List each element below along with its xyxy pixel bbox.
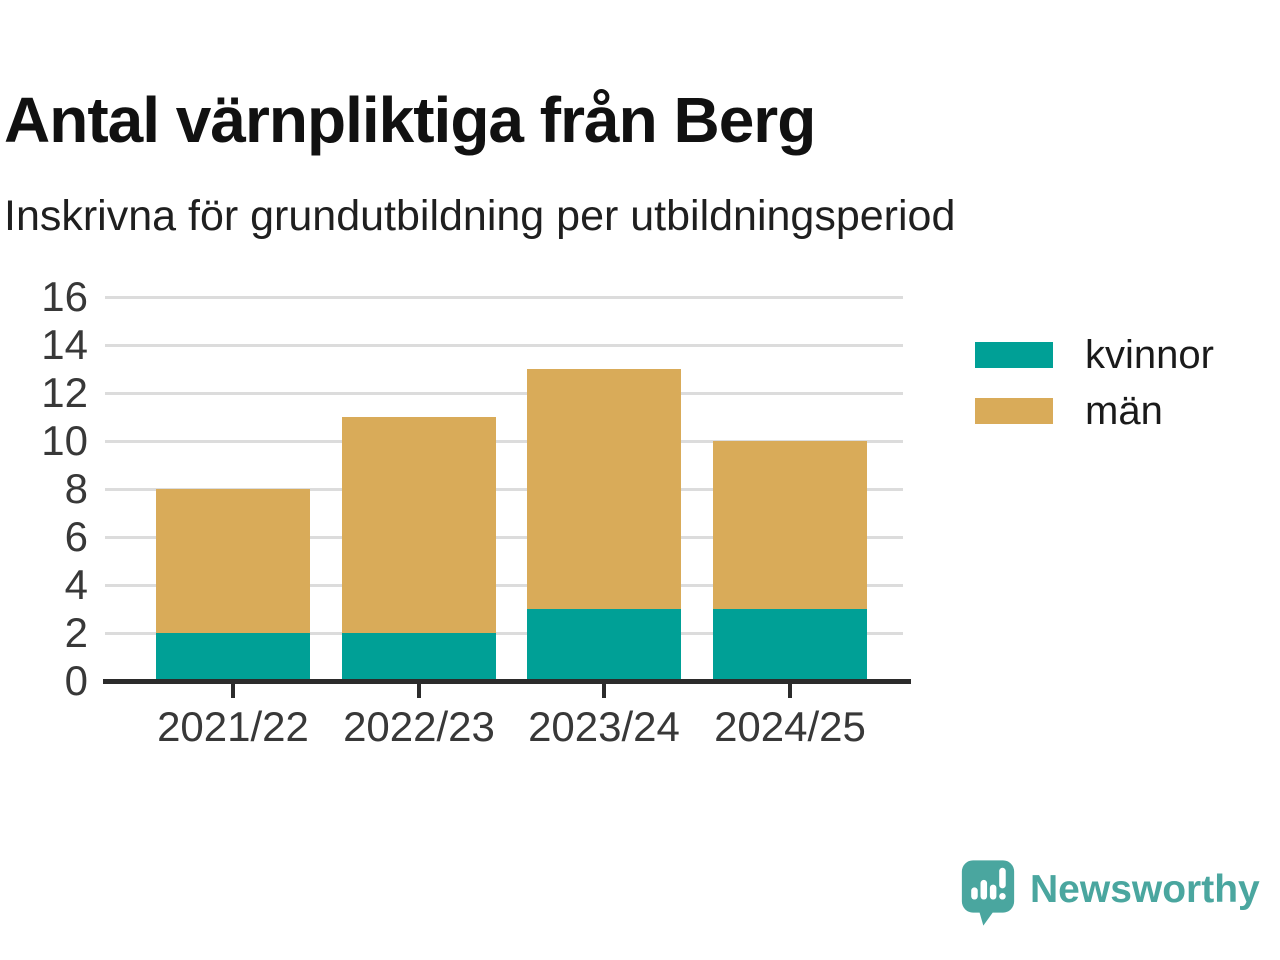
x-axis-label-2021/22: 2021/22 — [157, 703, 309, 750]
bar-segment-män-2024/25 — [713, 441, 867, 609]
bar-segment-kvinnor-2022/23 — [342, 633, 496, 681]
gridline-y16 — [105, 296, 903, 299]
legend-swatch-kvinnor — [975, 342, 1053, 368]
gridline-y14 — [105, 344, 903, 347]
gridline-y10 — [105, 440, 903, 443]
x-axis-tick-2022/23 — [417, 684, 421, 698]
gridline-y12 — [105, 392, 903, 395]
bar-segment-kvinnor-2023/24 — [527, 609, 681, 681]
chart-title: Antal värnpliktiga från Berg — [4, 83, 816, 156]
x-axis-tick-2023/24 — [602, 684, 606, 698]
y-axis-label-12: 12 — [41, 369, 88, 416]
legend-item-kvinnor: kvinnor — [975, 333, 1214, 377]
gridline-y2 — [105, 632, 903, 635]
y-axis-label-16: 16 — [41, 273, 88, 320]
bar-segment-män-2022/23 — [342, 417, 496, 633]
y-axis-label-0: 0 — [64, 657, 88, 704]
legend-swatch-man — [975, 398, 1053, 424]
y-axis-label-6: 6 — [64, 513, 88, 560]
legend-label-man: män — [1085, 388, 1163, 433]
bar-segment-män-2023/24 — [527, 369, 681, 609]
newsworthy-logo: Newsworthy — [960, 858, 1260, 928]
x-axis-line — [103, 679, 911, 684]
legend-label-kvinnor: kvinnor — [1085, 332, 1214, 377]
y-axis-label-2: 2 — [64, 609, 88, 656]
y-axis-label-4: 4 — [64, 561, 88, 608]
legend-item-man: män — [975, 389, 1163, 433]
gridline-y8 — [105, 488, 903, 491]
gridline-y4 — [105, 584, 903, 587]
chart-subtitle: Inskrivna för grundutbildning per utbild… — [4, 192, 956, 240]
bar-segment-kvinnor-2024/25 — [713, 609, 867, 681]
y-axis-label-8: 8 — [64, 465, 88, 512]
y-axis-label-14: 14 — [41, 321, 88, 368]
gridline-y6 — [105, 536, 903, 539]
x-axis-label-2023/24: 2023/24 — [528, 703, 680, 750]
x-axis-tick-2024/25 — [788, 684, 792, 698]
bar-segment-kvinnor-2021/22 — [156, 633, 310, 681]
x-axis-label-2022/23: 2022/23 — [343, 703, 495, 750]
bar-segment-män-2021/22 — [156, 489, 310, 633]
x-axis-tick-2021/22 — [231, 684, 235, 698]
x-axis-label-2024/25: 2024/25 — [714, 703, 866, 750]
y-axis-label-10: 10 — [41, 417, 88, 464]
speech-bubble-bar-chart-icon — [961, 860, 1015, 926]
logo-text: Newsworthy — [1030, 868, 1260, 911]
